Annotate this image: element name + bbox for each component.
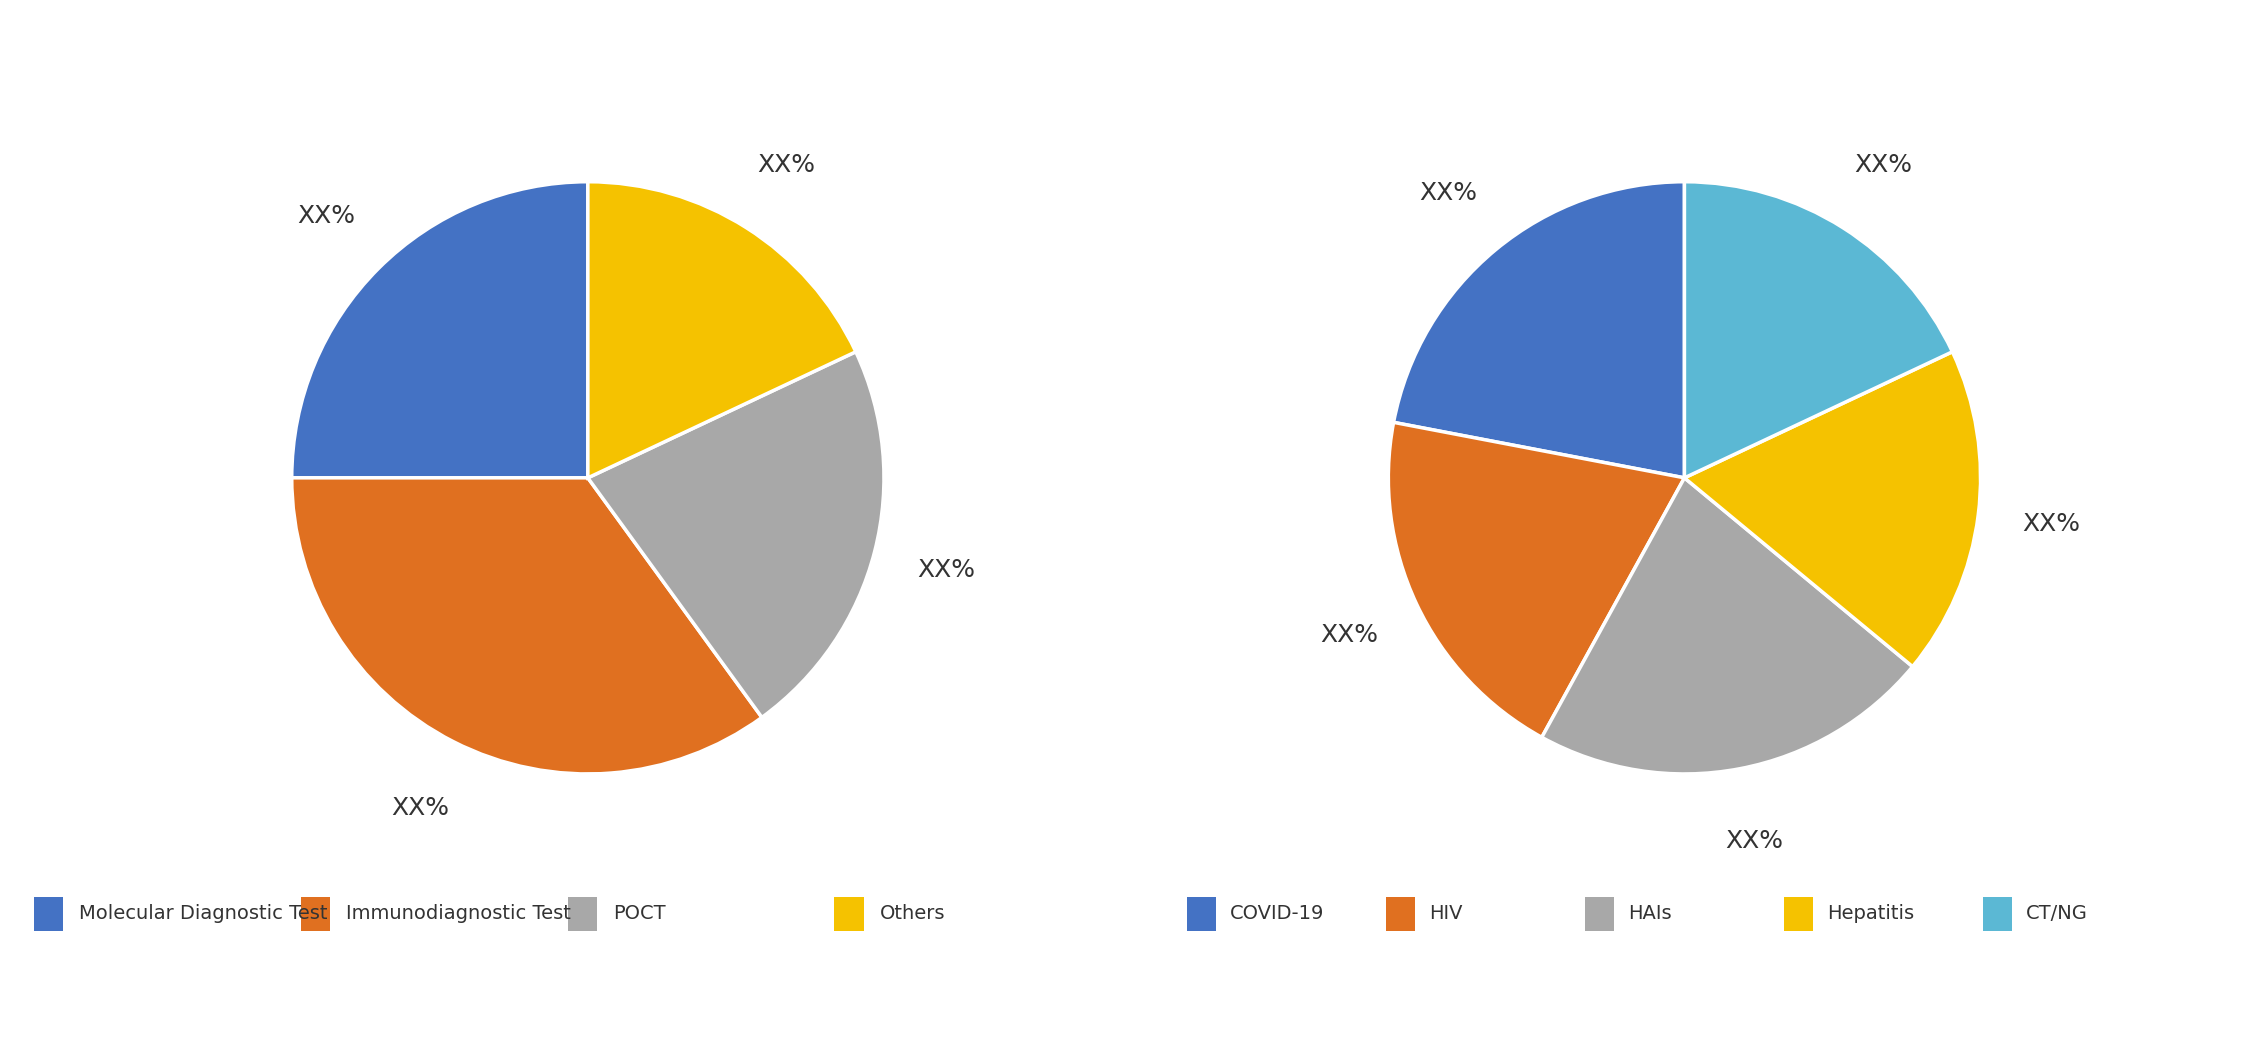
Text: CT/NG: CT/NG (2026, 905, 2087, 923)
Text: Fig. Global Infectious Disease Testing Instrumentation Market Share by Product T: Fig. Global Infectious Disease Testing I… (27, 36, 1750, 65)
Text: Email: sales@theindustrystats.com: Email: sales@theindustrystats.com (742, 1004, 1158, 1024)
Wedge shape (1393, 182, 1684, 477)
Wedge shape (588, 182, 855, 477)
Text: XX%: XX% (1725, 829, 1784, 853)
Text: Molecular Diagnostic Test: Molecular Diagnostic Test (79, 905, 328, 923)
Text: POCT: POCT (613, 905, 665, 923)
FancyBboxPatch shape (834, 898, 864, 930)
Text: XX%: XX% (1420, 181, 1476, 205)
Wedge shape (1388, 422, 1684, 737)
FancyBboxPatch shape (34, 898, 63, 930)
Wedge shape (1684, 352, 1981, 666)
Text: Immunodiagnostic Test: Immunodiagnostic Test (346, 905, 570, 923)
Text: HIV: HIV (1429, 905, 1463, 923)
Text: XX%: XX% (1854, 153, 1913, 177)
FancyBboxPatch shape (1386, 898, 1415, 930)
Text: Others: Others (880, 905, 945, 923)
Text: XX%: XX% (1320, 623, 1379, 647)
FancyBboxPatch shape (1187, 898, 1216, 930)
Text: XX%: XX% (391, 795, 450, 819)
Wedge shape (1542, 477, 1913, 774)
Text: Website: www.theindustrystats.com: Website: www.theindustrystats.com (1752, 1004, 2182, 1024)
Text: Hepatitis: Hepatitis (1827, 905, 1915, 923)
Wedge shape (292, 182, 588, 477)
Wedge shape (1684, 182, 1951, 477)
Text: XX%: XX% (296, 204, 355, 228)
FancyBboxPatch shape (301, 898, 330, 930)
FancyBboxPatch shape (568, 898, 597, 930)
FancyBboxPatch shape (1784, 898, 1813, 930)
FancyBboxPatch shape (1983, 898, 2012, 930)
Wedge shape (588, 352, 884, 717)
Text: XX%: XX% (918, 558, 974, 582)
Text: XX%: XX% (757, 153, 816, 177)
Text: COVID-19: COVID-19 (1230, 905, 1325, 923)
Wedge shape (292, 477, 762, 774)
Text: Source: Theindustrystats Analysis: Source: Theindustrystats Analysis (27, 1004, 430, 1024)
FancyBboxPatch shape (1585, 898, 1614, 930)
Text: XX%: XX% (2024, 512, 2080, 536)
Text: HAIs: HAIs (1628, 905, 1671, 923)
